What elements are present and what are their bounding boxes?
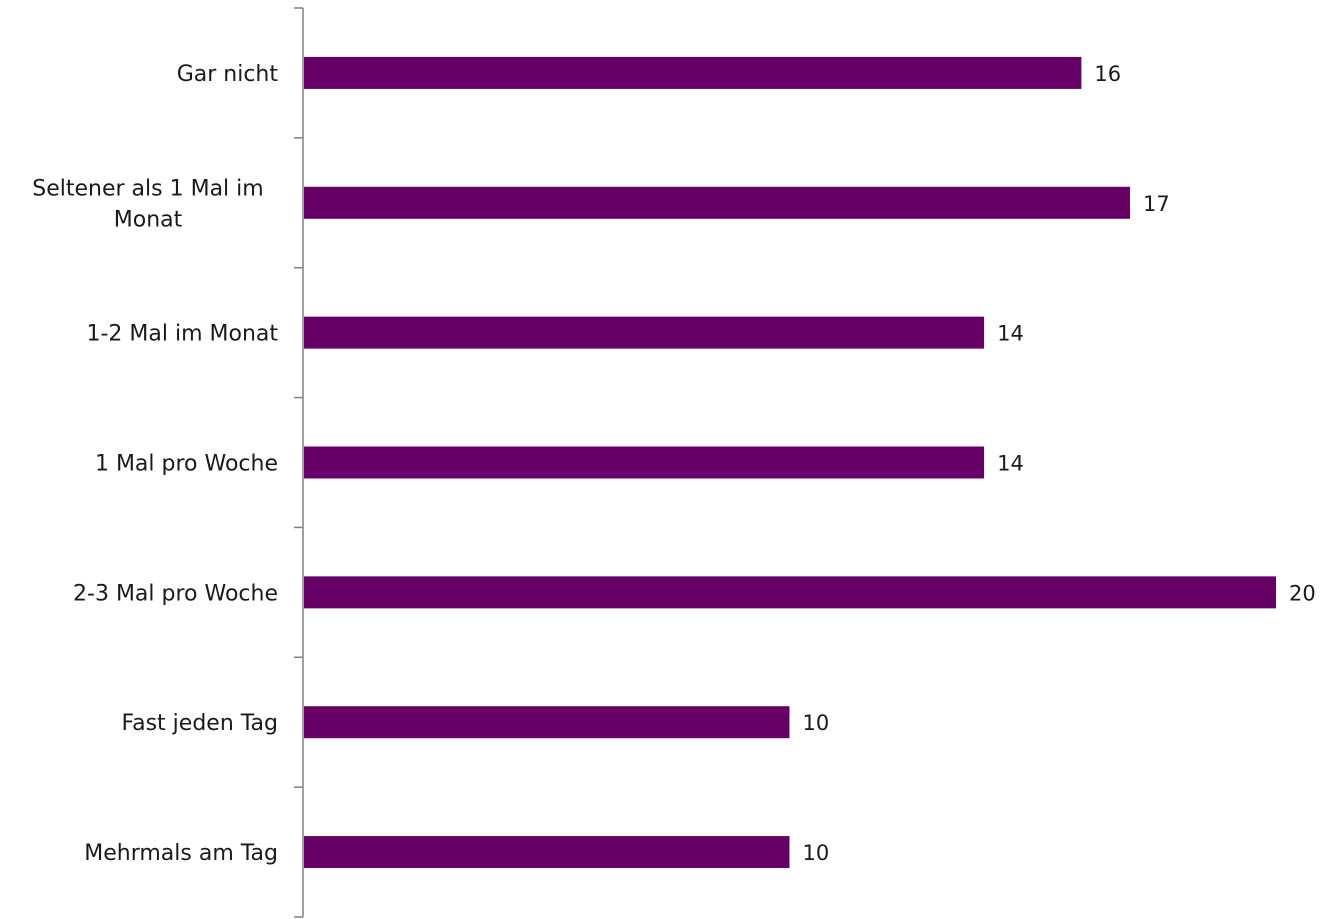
bar bbox=[304, 446, 985, 479]
data-label: 16 bbox=[1094, 62, 1121, 86]
data-label: 14 bbox=[997, 452, 1024, 476]
category-label: 2-3 Mal pro Woche bbox=[73, 581, 278, 606]
bar bbox=[304, 316, 985, 349]
bar bbox=[304, 186, 1131, 219]
bar bbox=[304, 576, 1276, 609]
data-label: 14 bbox=[997, 322, 1024, 346]
category-label-line: Monat bbox=[114, 207, 183, 232]
y-axis-ticks bbox=[294, 7, 303, 918]
data-label: 17 bbox=[1143, 192, 1170, 216]
category-labels: Gar nicht Seltener als 1 Mal im Monat 1-2 M… bbox=[32, 62, 278, 866]
data-label: 10 bbox=[803, 841, 830, 865]
bar bbox=[304, 706, 790, 739]
category-label: 1-2 Mal im Monat bbox=[86, 322, 278, 347]
category-label: Seltener als 1 Mal im Monat bbox=[32, 176, 263, 232]
bar bbox=[304, 836, 790, 869]
category-label-line: Seltener als 1 Mal im bbox=[32, 176, 263, 201]
category-label: Fast jeden Tag bbox=[121, 711, 278, 736]
bars bbox=[304, 56, 1276, 869]
data-label: 20 bbox=[1289, 581, 1316, 605]
category-label: Mehrmals am Tag bbox=[84, 841, 278, 866]
value-labels: 16 17 14 14 20 10 10 bbox=[803, 62, 1316, 865]
category-label: Gar nicht bbox=[177, 62, 279, 87]
data-label: 10 bbox=[803, 711, 830, 735]
bar bbox=[304, 56, 1082, 89]
category-label: 1 Mal pro Woche bbox=[95, 452, 278, 477]
